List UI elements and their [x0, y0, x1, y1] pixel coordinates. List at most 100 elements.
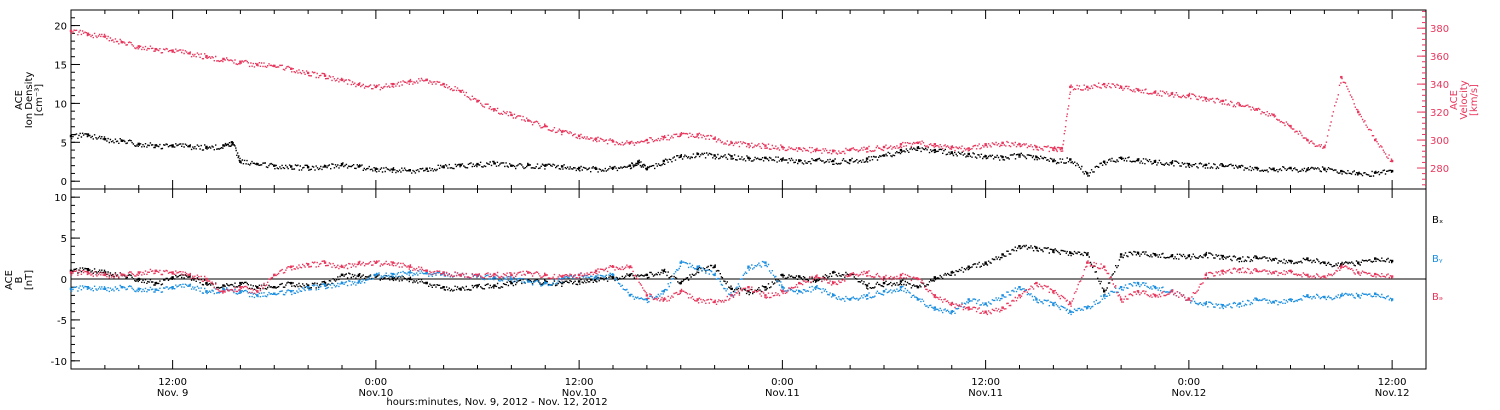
data-point: [510, 277, 513, 281]
data-point: [1187, 254, 1191, 258]
legend: Bₓ Bᵧ Bₔ: [1432, 215, 1443, 303]
data-point: [137, 271, 140, 274]
data-point: [137, 287, 140, 291]
data-point: [205, 290, 208, 293]
series-bx: [69, 244, 1394, 296]
data-point: [831, 159, 835, 163]
magnetic-field-axis-label: ACE B [nT]: [4, 270, 35, 290]
data-point: [967, 298, 970, 301]
data-point: [103, 287, 107, 291]
data-point: [1221, 99, 1224, 103]
data-point: [239, 290, 242, 293]
data-point: [340, 162, 344, 166]
b-field-tick-label: 0: [61, 275, 67, 286]
data-point: [933, 276, 937, 279]
data-point: [1390, 169, 1394, 173]
data-point: [374, 167, 378, 170]
series-scatter-texture: [70, 260, 1393, 316]
data-point: [1323, 167, 1326, 170]
data-point: [950, 271, 953, 274]
data-point: [628, 265, 632, 268]
data-point: [1035, 155, 1038, 159]
data-point: [645, 294, 649, 297]
data-point: [1086, 261, 1089, 264]
data-point: [899, 280, 903, 283]
data-point: [696, 267, 699, 271]
data-point: [1187, 162, 1191, 166]
data-point: [154, 144, 157, 147]
data-point: [798, 159, 801, 163]
data-point: [1221, 164, 1224, 167]
data-point: [544, 164, 547, 167]
data-point: [916, 277, 920, 281]
ion-density-label-line1: ACE: [14, 90, 25, 110]
data-point: [594, 275, 598, 278]
data-point: [747, 265, 750, 268]
data-point: [306, 263, 310, 266]
data-point: [86, 267, 90, 271]
data-point: [984, 302, 987, 305]
data-point: [1238, 103, 1241, 107]
data-point: [1035, 298, 1038, 301]
data-point: [391, 168, 395, 171]
data-point: [69, 134, 73, 138]
data-point: [1153, 253, 1157, 256]
data-point: [662, 136, 666, 139]
data-point: [950, 145, 953, 149]
data-point: [713, 265, 716, 268]
data-point: [764, 261, 767, 264]
legend-by: Bᵧ: [1432, 254, 1443, 265]
data-point: [510, 113, 513, 117]
data-point: [865, 284, 869, 287]
data-point: [815, 279, 818, 282]
data-point: [899, 285, 903, 289]
data-point: [340, 78, 344, 82]
data-point: [662, 290, 666, 293]
x-tick-time-label: 12:00: [565, 377, 594, 388]
data-point: [1340, 75, 1343, 79]
x-tick-time-label: 12:00: [971, 377, 1000, 388]
data-point: [323, 261, 327, 264]
data-point: [679, 290, 682, 293]
data-point: [577, 166, 581, 170]
data-point: [865, 271, 869, 274]
data-point: [831, 150, 835, 153]
data-point: [1390, 275, 1394, 278]
data-point: [1069, 251, 1072, 255]
velocity-tick-label: 300: [1430, 136, 1449, 147]
ion-density-tick-label: 0: [61, 177, 67, 188]
data-point: [171, 271, 174, 274]
data-point: [391, 272, 395, 276]
data-point: [967, 147, 970, 150]
x-tick-date-label: Nov.10: [359, 388, 394, 399]
data-point: [137, 45, 140, 48]
data-point: [933, 143, 937, 146]
data-point: [1170, 92, 1174, 96]
data-point: [984, 143, 987, 146]
velocity-tick-label: 380: [1430, 24, 1449, 35]
data-point: [1069, 310, 1072, 313]
data-point: [103, 137, 107, 141]
data-point: [984, 310, 987, 313]
plasma-panel: 0 5 10 15 20 280 300 320 340 360 380: [54, 9, 1449, 190]
b-field-tick-label: 5: [61, 234, 67, 245]
x-tick-time-label: 12:00: [1378, 377, 1407, 388]
data-point: [1255, 256, 1258, 259]
data-point: [1204, 253, 1208, 256]
ion-density-tick-label: 5: [61, 138, 67, 149]
data-point: [391, 261, 395, 264]
data-point: [764, 285, 767, 289]
data-point: [916, 146, 920, 149]
data-point: [1340, 263, 1343, 266]
data-point: [696, 265, 699, 268]
data-point: [781, 158, 784, 161]
data-point: [1204, 163, 1208, 167]
data-point: [1357, 261, 1360, 264]
data-point: [815, 148, 818, 152]
magnetic-field-panel: -10 -5 0 5 10: [51, 188, 1427, 370]
data-point: [69, 29, 73, 33]
x-tick-date-label: Nov. 9: [157, 388, 188, 399]
x-tick-time-label: 0:00: [1178, 377, 1200, 388]
data-point: [1086, 172, 1089, 175]
